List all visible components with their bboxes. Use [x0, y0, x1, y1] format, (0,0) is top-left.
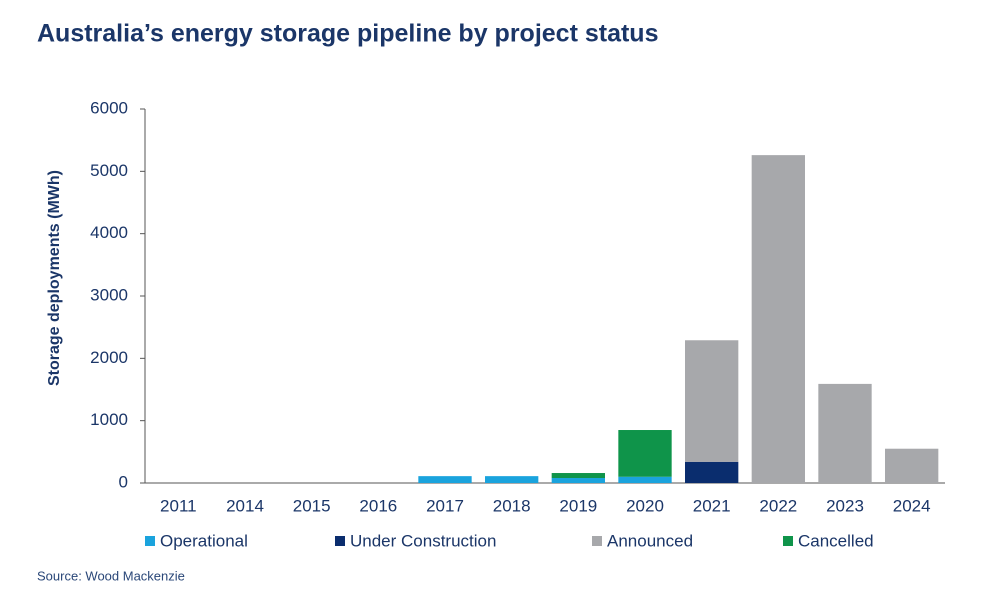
- bar-segment: [818, 383, 872, 483]
- legend-swatch: [783, 536, 793, 546]
- y-tick-label: 1000: [90, 410, 128, 429]
- y-tick-label: 2000: [90, 348, 128, 367]
- y-tick-label: 4000: [90, 223, 128, 242]
- y-tick-label: 5000: [90, 161, 128, 180]
- x-tick-label: 2011: [160, 496, 197, 515]
- x-tick-label: 2021: [693, 496, 731, 515]
- x-tick-label: 2019: [559, 496, 597, 515]
- bar-segment: [685, 461, 739, 483]
- y-tick-label: 0: [119, 472, 128, 491]
- legend-label: Under Construction: [350, 531, 496, 550]
- bar-segment: [485, 476, 539, 483]
- x-tick-label: 2017: [426, 496, 464, 515]
- y-tick-label: 6000: [90, 98, 128, 117]
- x-tick-label: 2015: [293, 496, 331, 515]
- bar-segment: [885, 448, 939, 483]
- x-tick-label: 2023: [826, 496, 864, 515]
- bar-segment: [618, 430, 672, 477]
- bar-segment: [418, 476, 472, 483]
- legend-label: Announced: [607, 531, 693, 550]
- x-tick-label: 2022: [759, 496, 797, 515]
- x-tick-label: 2016: [359, 496, 397, 515]
- bar-segment: [551, 478, 605, 483]
- bar-segment: [618, 476, 672, 483]
- bar-segment: [685, 340, 739, 462]
- y-tick-label: 3000: [90, 285, 128, 304]
- legend-swatch: [592, 536, 602, 546]
- y-axis-label: Storage deployments (MWh): [46, 170, 63, 386]
- x-tick-label: 2020: [626, 496, 664, 515]
- bar-segment: [751, 155, 805, 484]
- legend-label: Operational: [160, 531, 248, 550]
- x-tick-label: 2018: [493, 496, 531, 515]
- x-tick-label: 2014: [226, 496, 264, 515]
- x-tick-label: 2024: [893, 496, 931, 515]
- legend-swatch: [335, 536, 345, 546]
- bar-segment: [551, 473, 605, 479]
- source: Source: Wood Mackenzie: [37, 568, 185, 583]
- legend-swatch: [145, 536, 155, 546]
- legend-label: Cancelled: [798, 531, 874, 550]
- chart-title: Australia’s energy storage pipeline by p…: [37, 20, 658, 48]
